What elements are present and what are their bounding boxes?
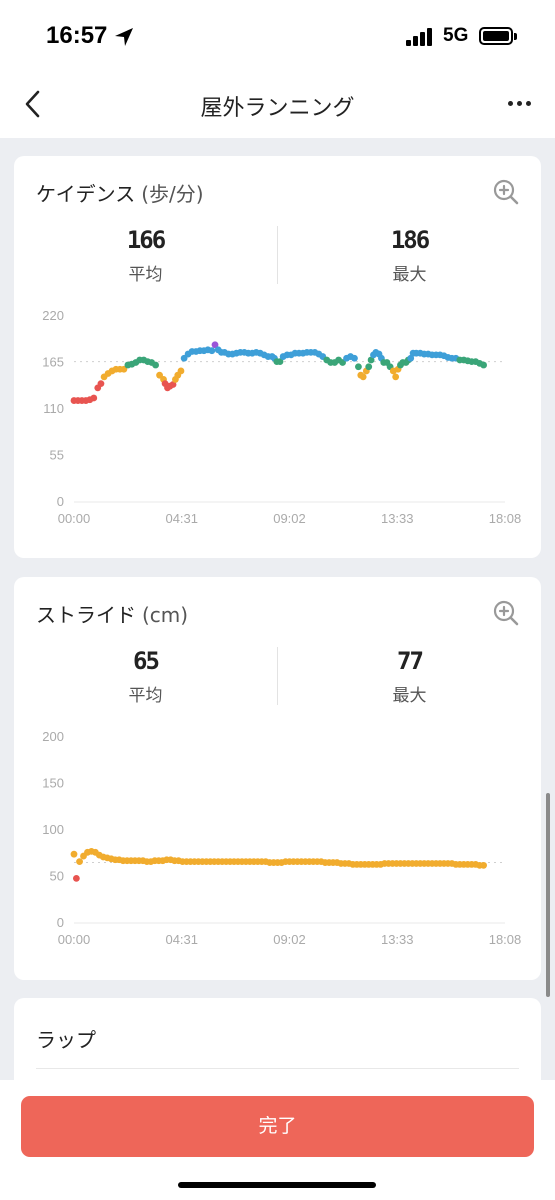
y-tick-label: 200	[42, 729, 64, 744]
data-point	[407, 354, 415, 362]
data-point	[169, 381, 177, 388]
x-tick-label: 13:33	[381, 932, 414, 947]
x-tick-label: 09:02	[273, 511, 306, 526]
more-dots-icon[interactable]	[502, 92, 536, 116]
cadence-avg-value: 166	[126, 226, 166, 254]
y-tick-label: 0	[57, 915, 64, 930]
data-point	[365, 363, 373, 371]
stride-title: ストライド (cm)	[36, 599, 188, 628]
chevron-left-icon[interactable]	[18, 88, 50, 120]
data-point	[276, 358, 284, 366]
data-point	[152, 361, 160, 369]
x-tick-label: 18:08	[489, 511, 522, 526]
page-title: 屋外ランニング	[200, 96, 355, 121]
stat-divider	[277, 226, 278, 284]
zoom-in-icon[interactable]	[492, 178, 520, 206]
data-point	[70, 850, 78, 858]
scrollbar[interactable]	[546, 793, 550, 997]
data-point	[97, 380, 105, 388]
data-point	[177, 367, 185, 375]
network-type: 5G	[443, 25, 469, 46]
data-point	[72, 874, 80, 882]
cadence-title: ケイデンス (歩/分)	[36, 178, 204, 207]
y-tick-label: 0	[57, 494, 64, 509]
x-tick-label: 04:31	[165, 511, 198, 526]
data-point	[351, 354, 358, 362]
data-point	[367, 356, 375, 364]
stride-chart: 0 50 100 150 200 00:00 04:31 09:02 13:33 18:08	[42, 729, 522, 947]
y-tick-label: 50	[50, 869, 64, 884]
data-point	[208, 347, 216, 355]
data-point	[90, 394, 98, 402]
cellular-signal-icon	[406, 28, 434, 46]
nav-bar: 屋外ランニング	[0, 72, 555, 138]
y-tick-label: 220	[42, 308, 64, 323]
stride-avg: 65 平均	[14, 647, 277, 706]
cadence-chart: 0 55 110 165 220 00:00 04:31 09:02 13:33 18:08	[42, 308, 522, 526]
stride-unit: (cm)	[142, 603, 189, 627]
stride-title-text: ストライド	[36, 603, 136, 627]
cadence-max: 186 最大	[278, 226, 541, 285]
cadence-avg-label: 平均	[128, 265, 163, 285]
divider	[36, 1068, 519, 1069]
home-indicator	[178, 1182, 376, 1188]
stride-max-label: 最大	[392, 686, 427, 706]
bottom-bar: 完了	[0, 1080, 555, 1200]
stride-card: ストライド (cm) 65 平均 77 最大 0 50 100 150 200 00:00 0…	[14, 577, 541, 980]
x-tick-label: 00:00	[58, 511, 91, 526]
location-arrow-icon	[115, 28, 133, 46]
x-tick-label: 09:02	[273, 932, 306, 947]
y-tick-label: 150	[42, 776, 64, 791]
cadence-unit: (歩/分)	[141, 182, 204, 206]
data-point	[392, 373, 400, 381]
cadence-max-label: 最大	[392, 265, 427, 285]
y-tick-label: 110	[43, 401, 64, 416]
stride-max: 77 最大	[278, 647, 541, 706]
stride-max-value: 77	[397, 647, 424, 675]
stride-avg-label: 平均	[128, 686, 163, 706]
stride-avg-value: 65	[133, 647, 160, 675]
y-tick-label: 55	[50, 448, 64, 463]
x-tick-label: 13:33	[381, 511, 414, 526]
y-tick-label: 100	[42, 822, 64, 837]
x-tick-label: 18:08	[489, 932, 522, 947]
zoom-in-icon[interactable]	[492, 599, 520, 627]
cadence-card: ケイデンス (歩/分) 166 平均 186 最大 0 55 110 165 220 00:…	[14, 156, 541, 558]
data-point	[76, 858, 83, 866]
status-bar: 16:57 5G	[0, 0, 555, 72]
y-tick-label: 165	[42, 355, 64, 370]
battery-icon	[479, 27, 517, 45]
data-point	[359, 373, 367, 381]
cadence-max-value: 186	[390, 226, 430, 254]
data-point	[480, 361, 488, 369]
data-point	[480, 861, 488, 869]
done-button[interactable]: 完了	[21, 1096, 534, 1157]
stat-divider	[277, 647, 278, 705]
x-tick-label: 04:31	[165, 932, 198, 947]
x-tick-label: 00:00	[58, 932, 91, 947]
cadence-title-text: ケイデンス	[36, 182, 136, 206]
status-time: 16:57	[46, 22, 108, 49]
cadence-avg: 166 平均	[14, 226, 277, 285]
lap-title: ラップ	[36, 1028, 96, 1052]
data-point	[211, 341, 219, 349]
data-point	[355, 363, 362, 371]
